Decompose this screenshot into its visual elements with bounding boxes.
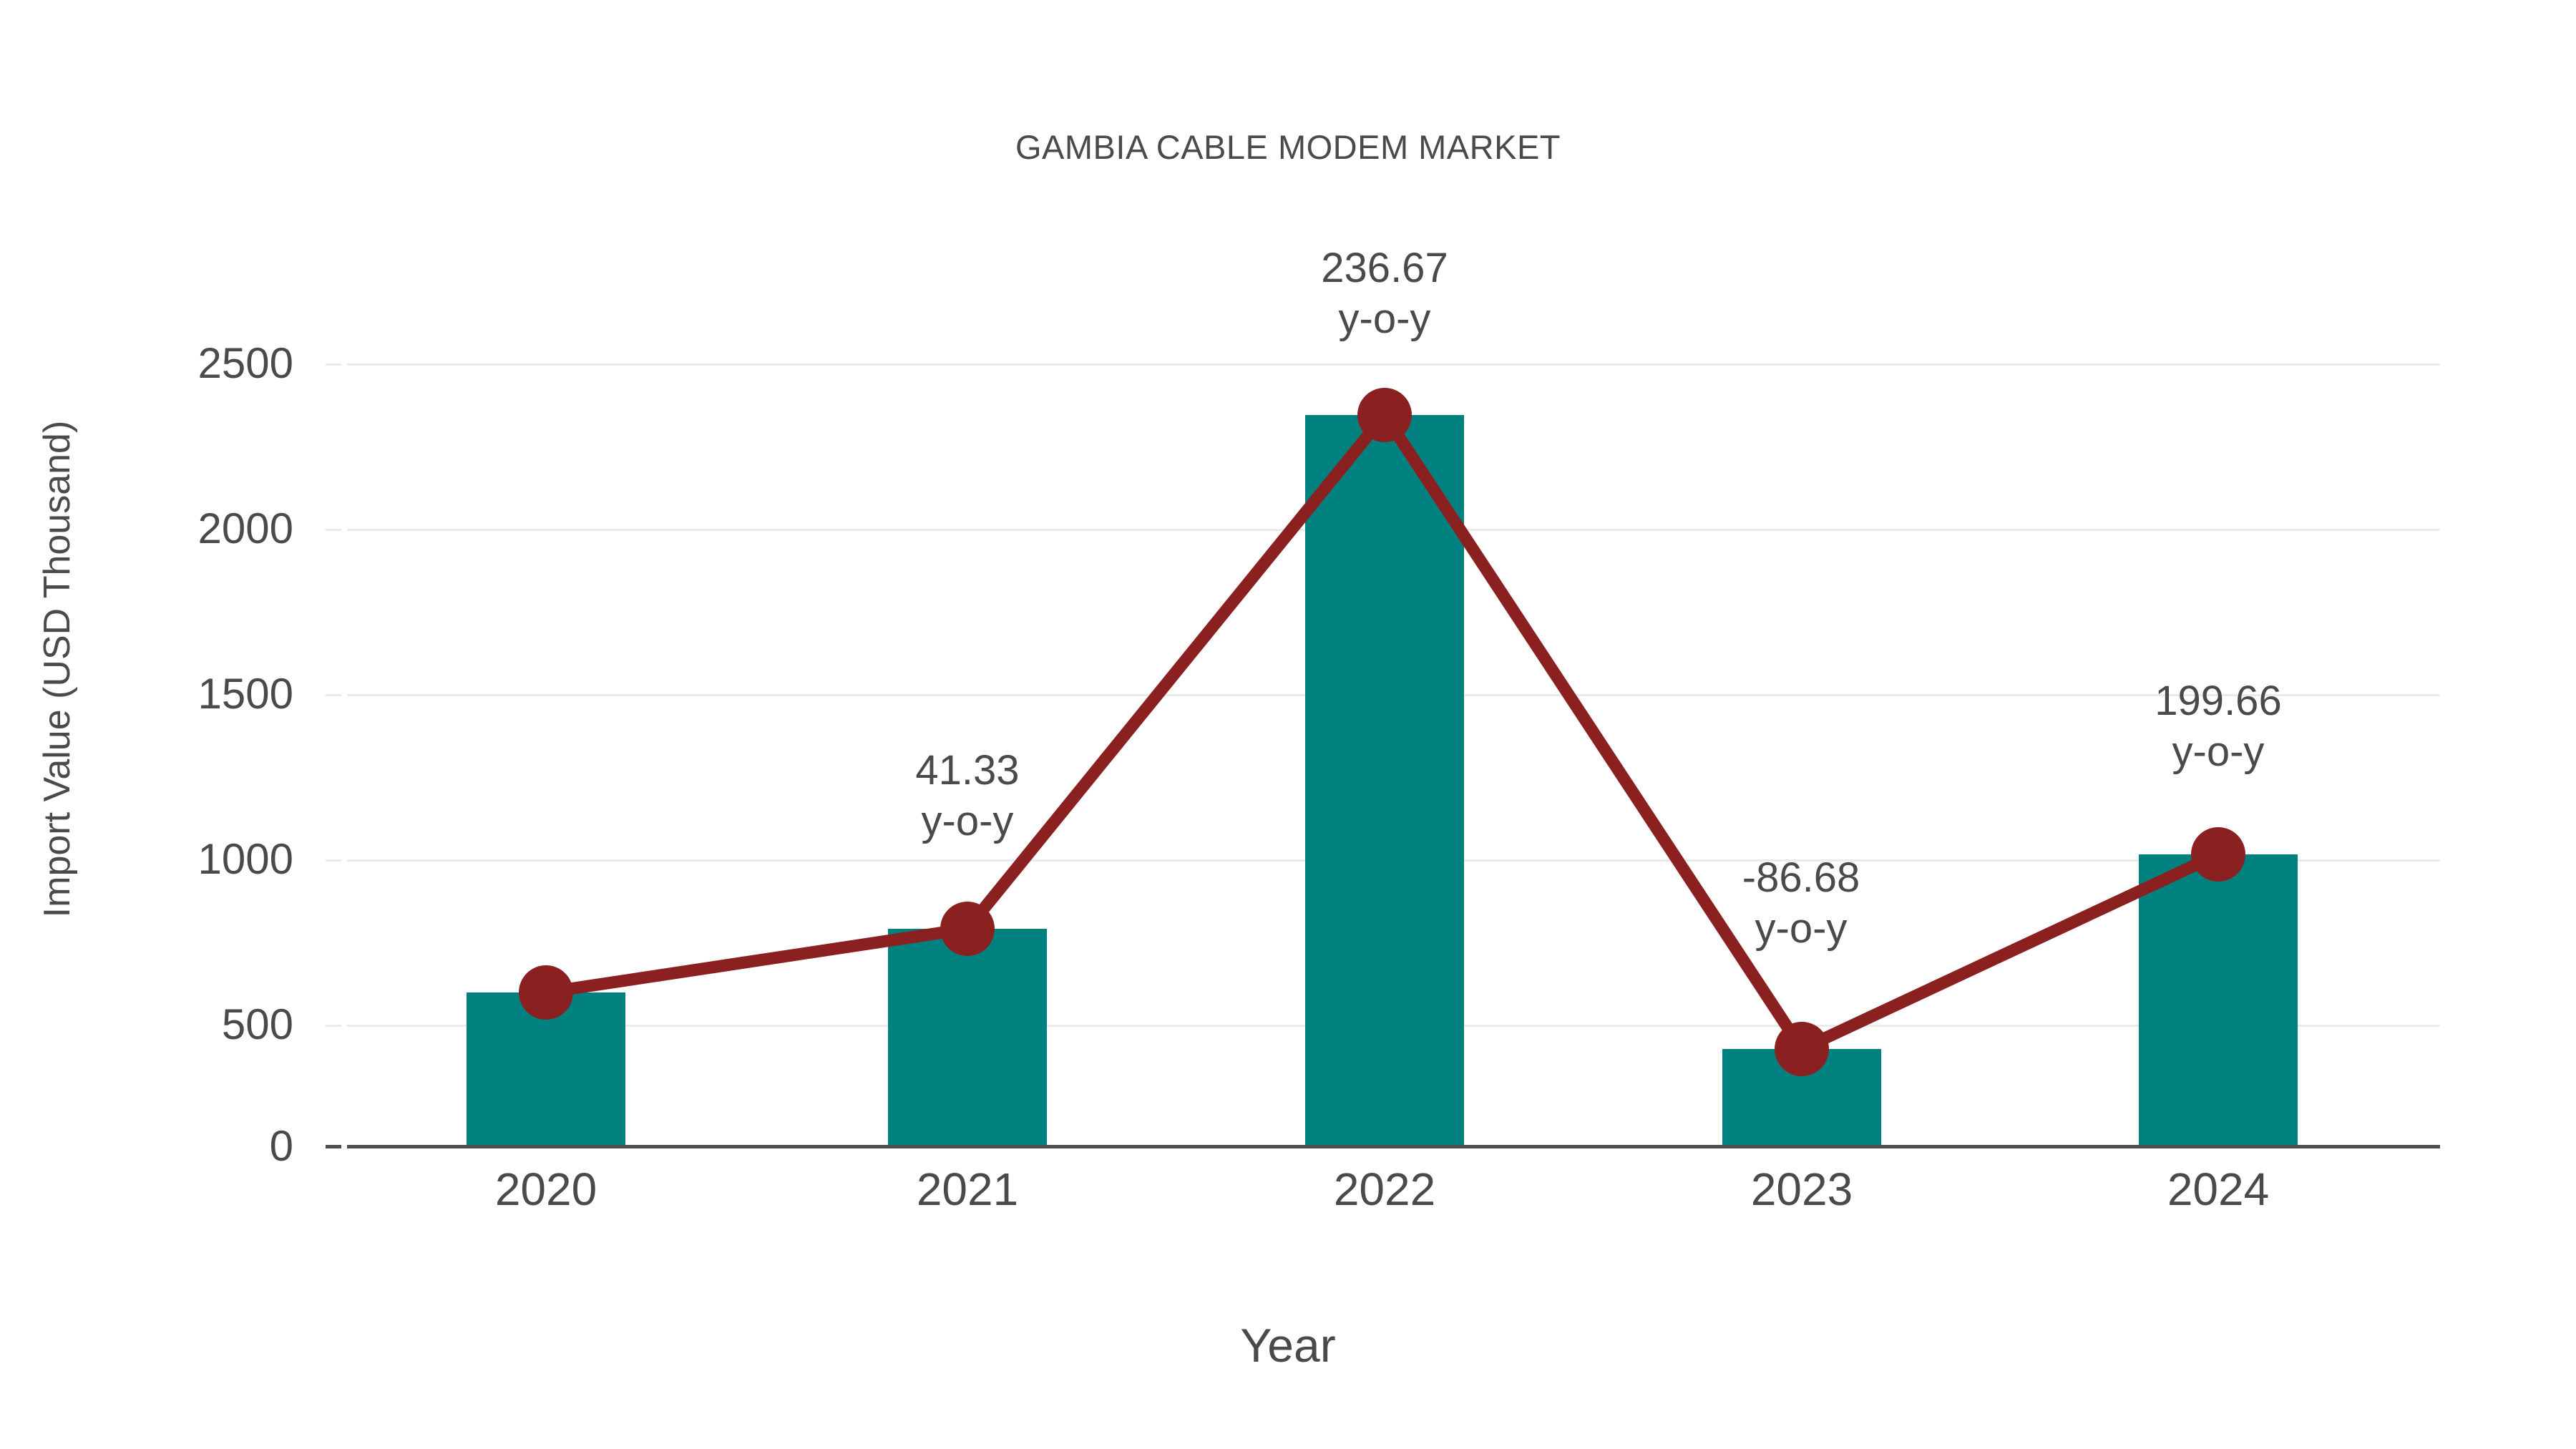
x-tick-label-2020: 2020 <box>494 1163 597 1215</box>
y-tick-mark-2000 <box>326 529 341 531</box>
annotation-2022: 236.67 y-o-y <box>1234 243 1535 345</box>
bar-2022[interactable] <box>1305 415 1464 1146</box>
annotation-value-2024: 199.66 <box>2155 678 2282 724</box>
x-tick-label-2022: 2022 <box>1333 1163 1436 1215</box>
annotation-value-2021: 41.33 <box>915 747 1020 794</box>
y-tick-mark-1500 <box>326 694 341 696</box>
chart-title: GAMBIA CABLE MODEM MARKET <box>1015 128 1561 166</box>
y-tick-label-1500: 1500 <box>197 670 293 718</box>
y-tick-label-0: 0 <box>269 1122 293 1170</box>
annotation-value-2022: 236.67 <box>1321 245 1448 291</box>
x-tick-label-2024: 2024 <box>2167 1163 2270 1215</box>
y-tick-label-500: 500 <box>221 1000 293 1048</box>
annotation-2023: -86.68 y-o-y <box>1651 853 1951 955</box>
x-axis-line <box>347 1145 2440 1148</box>
x-axis-title: Year <box>1240 1319 1336 1372</box>
bar-2021[interactable] <box>888 929 1047 1146</box>
y-tick-mark-1000 <box>326 859 341 862</box>
x-tick-label-2021: 2021 <box>916 1163 1019 1215</box>
y-tick-label-1000: 1000 <box>197 835 293 883</box>
y-axis-title: Import Value (USD Thousand) <box>36 420 78 918</box>
x-tick-label-2023: 2023 <box>1750 1163 1853 1215</box>
annotation-unit-2023: y-o-y <box>1755 904 1848 952</box>
y-tick-mark-500 <box>326 1025 341 1027</box>
annotation-2024: 199.66 y-o-y <box>2068 676 2368 778</box>
gridline-2500 <box>347 364 2440 366</box>
annotation-unit-2021: y-o-y <box>921 797 1014 844</box>
annotation-2021: 41.33 y-o-y <box>817 746 1118 847</box>
y-tick-label-2500: 2500 <box>197 339 293 387</box>
y-tick-mark-0 <box>326 1145 341 1148</box>
bar-2024[interactable] <box>2139 854 2298 1146</box>
y-tick-label-2000: 2000 <box>197 504 293 552</box>
annotation-unit-2022: y-o-y <box>1338 295 1431 342</box>
bar-2023[interactable] <box>1722 1048 1881 1146</box>
y-tick-mark-2500 <box>326 364 341 366</box>
annotation-unit-2024: y-o-y <box>2172 728 2265 775</box>
bar-2020[interactable] <box>467 992 625 1146</box>
annotation-value-2023: -86.68 <box>1742 854 1860 901</box>
